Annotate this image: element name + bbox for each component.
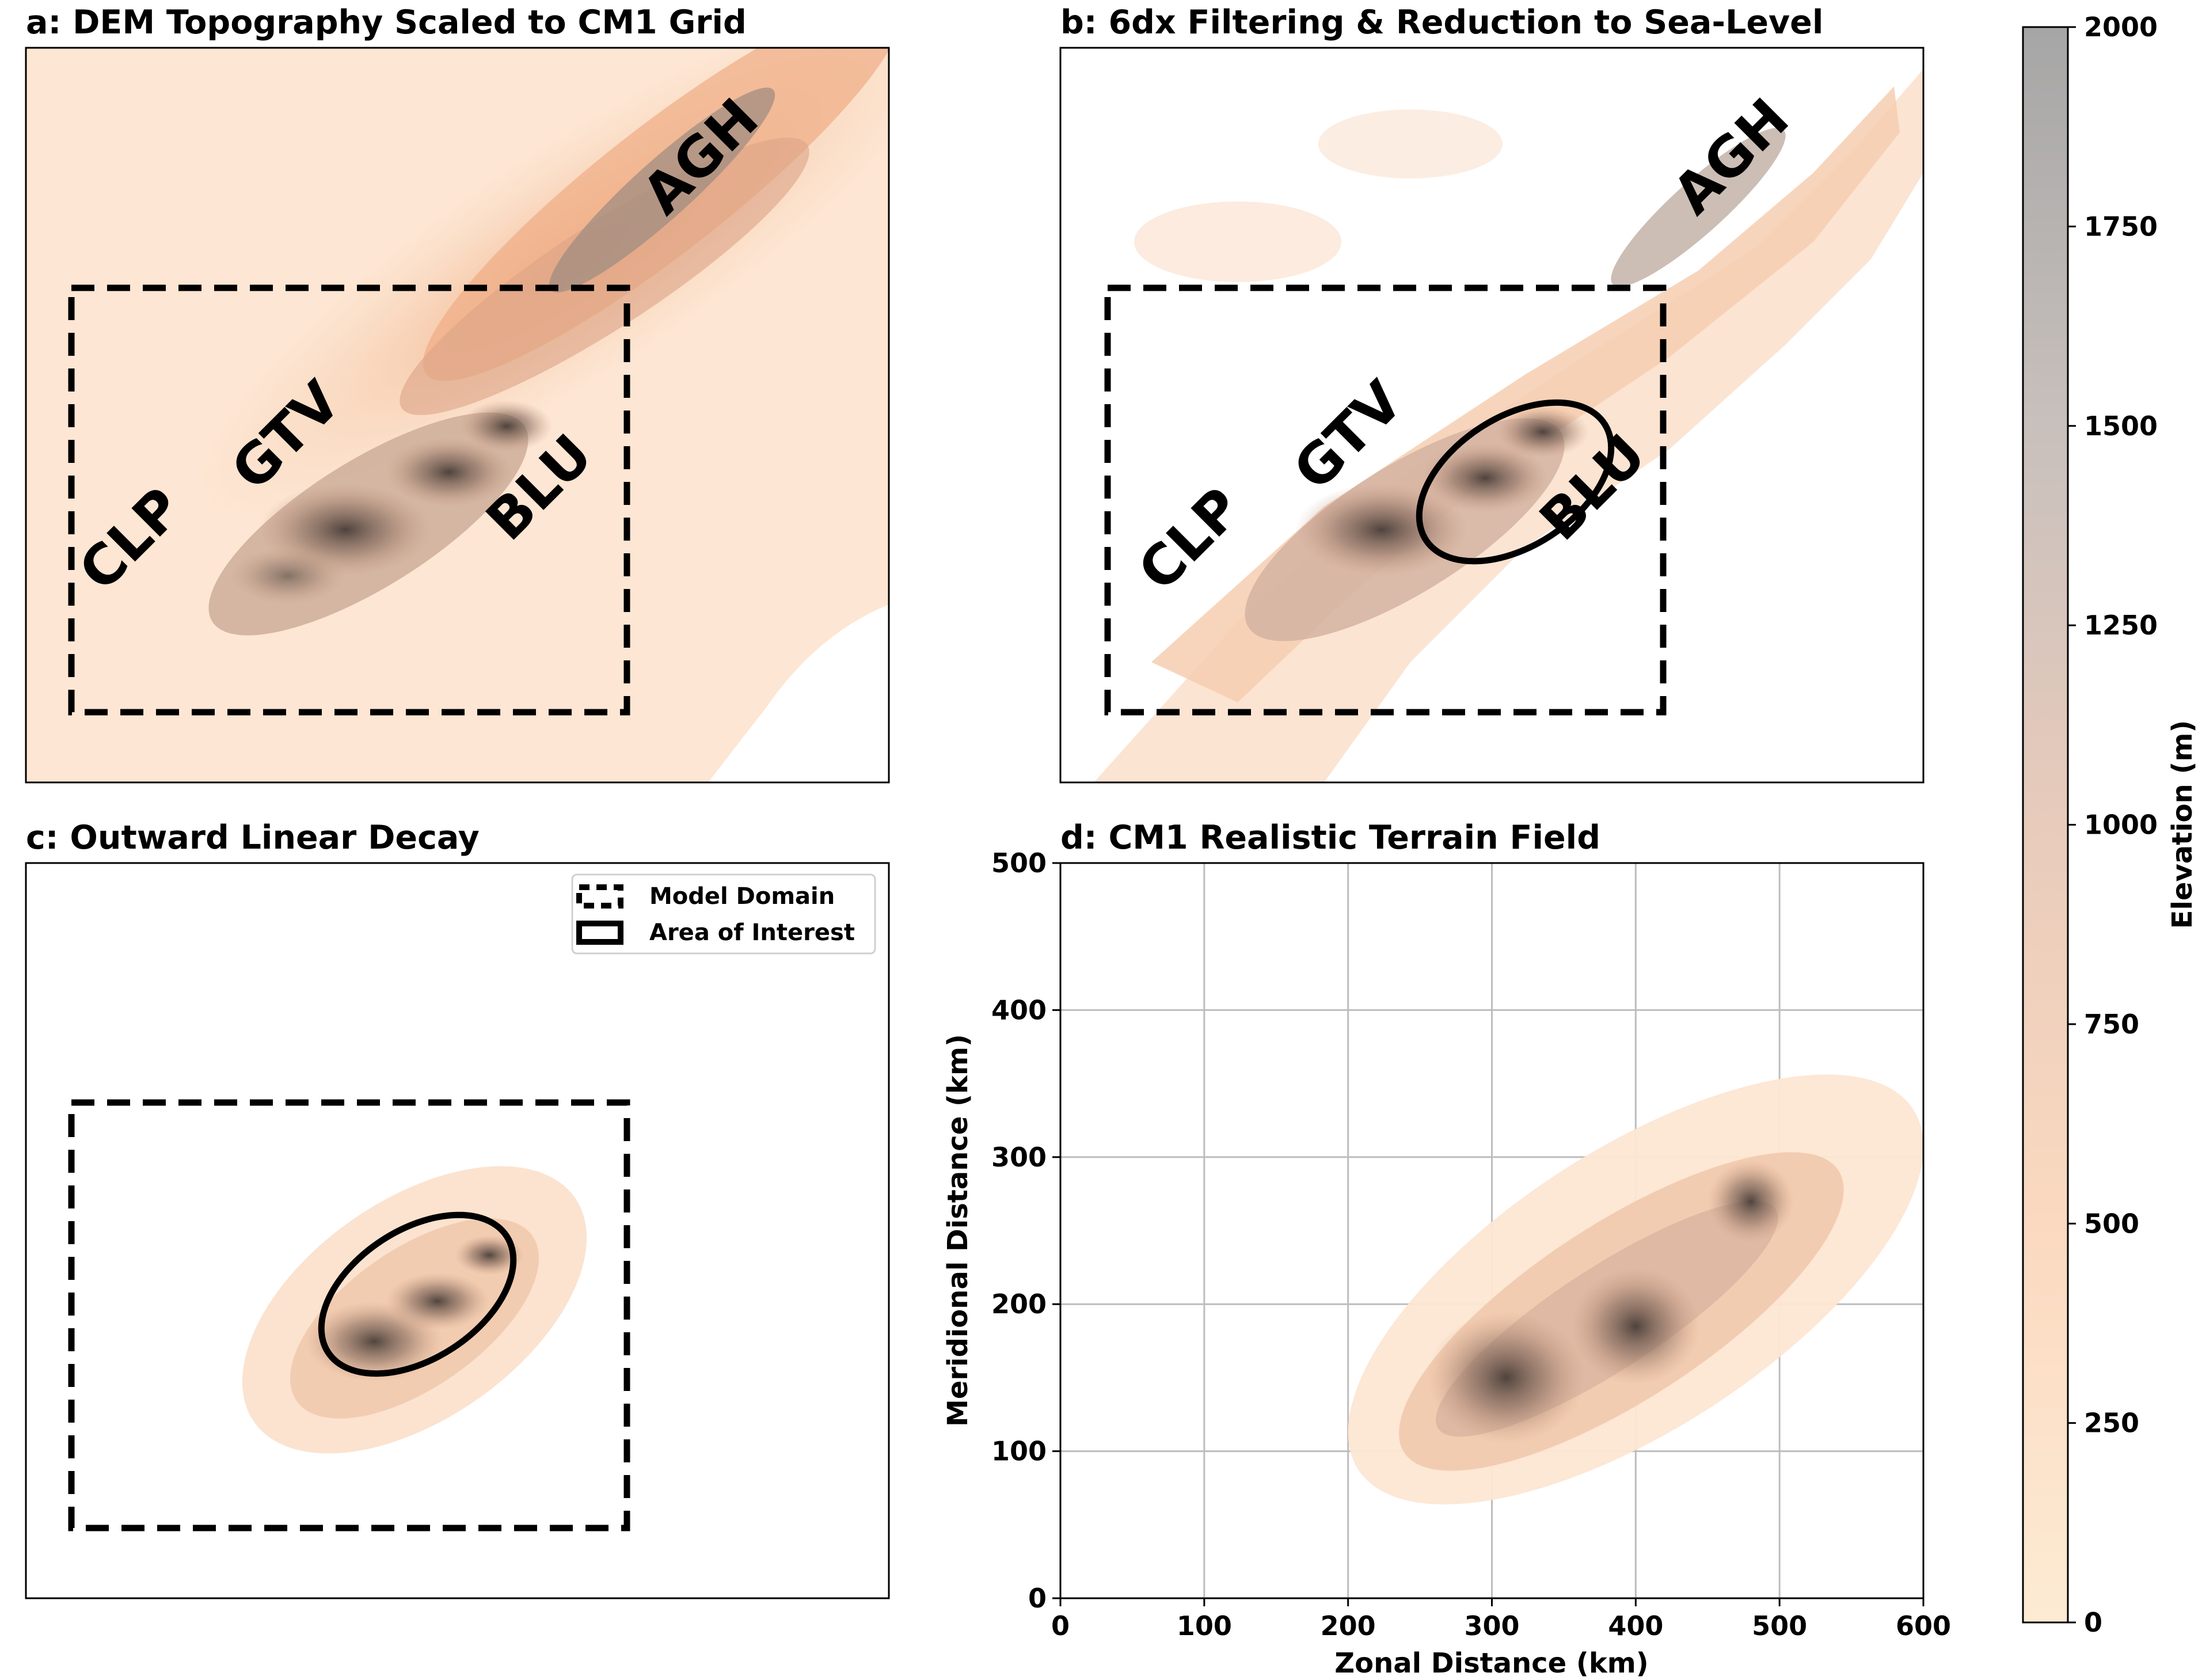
x-tick-label: 100 [1177,1610,1232,1641]
y-tick-label: 100 [991,1436,1047,1467]
colorbar-tick-label: 750 [2084,1009,2139,1040]
x-tick-label: 500 [1752,1610,1807,1641]
colorbar-gradient [2022,26,2069,1624]
colorbar-tick-label: 2000 [2084,12,2158,43]
panel-b-area-of-interest-ellipse [1416,399,1615,565]
panel-d-y-ticks: 0 100 200 300 400 500 [991,847,1060,1614]
panel-d-title: d: CM1 Realistic Terrain Field [1060,819,1600,857]
colorbar-tick-label: 1500 [2084,411,2158,442]
panel-b: b: 6dx Filtering & Reduction to Sea-Leve… [1059,3,1925,784]
legend-area-of-interest-label: Area of Interest [649,919,855,946]
panel-a-terrain-map [26,48,889,782]
panel-d: d: CM1 Realistic Terrain Field 0 100 200 30… [942,819,1951,1679]
y-tick-label: 500 [991,847,1047,879]
panel-d-x-ticks: 0 100 200 300 400 500 600 [1051,1598,1951,1641]
panel-a: a: DEM Topography Scaled to CM1 Grid AGH… [25,3,890,784]
panel-a-title: a: DEM Topography Scaled to CM1 Grid [26,3,747,41]
y-tick-label: 200 [991,1288,1047,1320]
panel-a-model-domain-box [68,284,630,716]
colorbar-label: Elevation (m) [2166,720,2199,929]
x-tick-label: 400 [1608,1610,1663,1641]
x-tick-label: 600 [1896,1610,1951,1641]
panel-c-legend: Model Domain Area of Interest [571,873,876,955]
panel-c: c: Outward Linear Decay Model Domain Are… [25,819,890,1599]
panel-d-x-axis-label: Zonal Distance (km) [1334,1647,1648,1678]
panel-c-title: c: Outward Linear Decay [26,819,480,857]
colorbar-ticks: 0 250 500 750 1000 1250 1500 1750 2000 [2068,12,2158,1638]
x-tick-label: 300 [1464,1610,1519,1641]
colorbar-tick-label: 1750 [2084,211,2158,242]
legend-area-of-interest-swatch [576,921,623,945]
x-tick-label: 200 [1321,1610,1376,1641]
colorbar-tick-label: 1250 [2084,610,2158,641]
y-tick-label: 0 [1028,1583,1047,1614]
legend-model-domain-label: Model Domain [649,883,835,910]
colorbar-tick-label: 500 [2084,1208,2139,1239]
panel-b-title: b: 6dx Filtering & Reduction to Sea-Leve… [1060,3,1823,41]
panel-d-terrain-field [1348,1074,1923,1504]
colorbar-tick-label: 0 [2084,1607,2102,1638]
y-tick-label: 300 [991,1142,1047,1173]
colorbar: 0 250 500 750 1000 1250 1500 1750 2000 Elevation… [2022,12,2199,1638]
panel-c-area-of-interest-ellipse [318,1211,517,1377]
colorbar-tick-label: 250 [2084,1408,2139,1439]
legend-model-domain-swatch [576,884,623,909]
panel-b-terrain-map [1060,48,1923,782]
colorbar-tick-label: 1000 [2084,809,2158,841]
panel-d-y-axis-label: Meridional Distance (km) [942,1034,974,1427]
panel-c-model-domain-box [68,1099,630,1531]
x-tick-label: 0 [1051,1610,1070,1641]
y-tick-label: 400 [991,994,1047,1025]
panel-b-model-domain-box [1104,284,1667,716]
